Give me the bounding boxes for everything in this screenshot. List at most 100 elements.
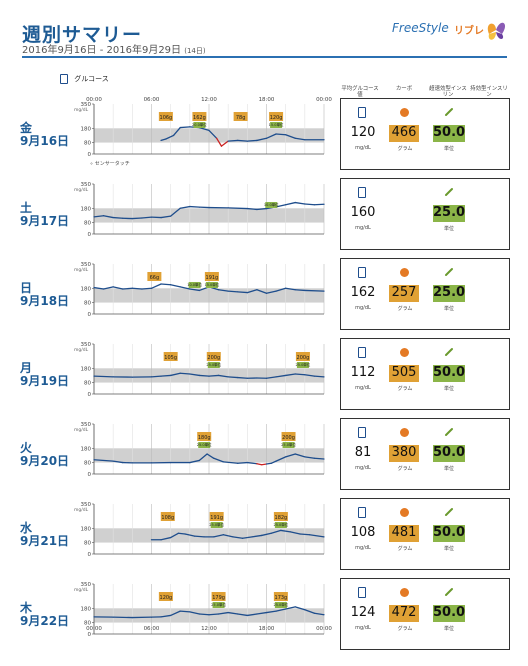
bottom-time-axis: 00:00 06:00 12:00 18:00 00:00 — [86, 626, 332, 632]
rapid-insulin-unit: 単位 — [443, 306, 454, 312]
y-tick-label: 350 — [81, 502, 92, 508]
y-unit-label: mg/dL — [74, 267, 89, 273]
glucose-line-segment — [160, 374, 172, 377]
insulin-marker — [198, 442, 211, 448]
carb-marker-label: 182g — [275, 515, 288, 521]
glucose-line-segment — [227, 376, 239, 379]
glucose-line-segment — [208, 129, 218, 139]
bottom-time-tick-label: 00:00 — [316, 626, 332, 632]
glucose-line-segment — [170, 610, 181, 617]
glucose-line-segment — [304, 456, 316, 459]
glucose-line-segment — [131, 287, 143, 290]
glucose-line-segment — [256, 137, 268, 142]
carb-marker-label: 108g — [161, 515, 174, 521]
insulin-marker-label: 25.0単位 — [211, 602, 226, 607]
meter-icon — [358, 507, 366, 518]
time-tick-label: 12:00 — [201, 97, 217, 103]
day-stats-box: 108 mg/dL 481 グラム 50.0 単位 — [340, 498, 510, 570]
glucose-line-segment — [184, 533, 196, 537]
glucose-line-segment — [285, 134, 296, 139]
butterfly-icon — [487, 22, 506, 40]
avg-glucose-value: 112 — [350, 365, 376, 380]
day-stats-box: 81 mg/dL 380 グラム 50.0 単位 — [340, 418, 510, 490]
glucose-line-segment — [150, 283, 162, 289]
y-tick-label: 80 — [84, 621, 91, 627]
day-stats-box: 162 mg/dL 257 グラム 25.0 単位 — [340, 258, 510, 330]
day-stats-box: 112 mg/dL 505 グラム 50.0 単位 — [340, 338, 510, 410]
glucose-line-segment — [141, 216, 153, 219]
carb-marker-label: 200g — [297, 355, 310, 361]
sensor-touch-note: ∘ センサータッチ — [90, 160, 130, 167]
glucose-line-segment — [251, 534, 263, 538]
insulin-marker — [296, 362, 309, 368]
insulin-pen-icon — [445, 588, 453, 596]
glucose-line-segment — [313, 612, 325, 616]
carb-unit: グラム — [397, 546, 413, 552]
insulin-marker — [205, 282, 218, 288]
glucose-line-segment — [93, 215, 105, 218]
insulin-marker-label: 20.0単位 — [192, 122, 207, 127]
insulin-marker-label: 15.0単位 — [269, 122, 284, 127]
y-tick-label: 80 — [84, 381, 91, 387]
avg-glucose-value: 120 — [350, 125, 376, 140]
apple-icon — [400, 508, 409, 517]
avg-glucose-value: 124 — [350, 605, 376, 620]
avg-glucose-unit: mg/dL — [355, 625, 371, 631]
carb-marker — [269, 112, 284, 121]
glucose-line-segment — [237, 291, 248, 294]
glucose-line-segment — [265, 462, 272, 465]
carb-marker-label: 66g — [150, 275, 160, 281]
day-date: 9月17日 — [20, 214, 70, 228]
day-weekday: 日 — [20, 281, 33, 295]
day-label: 火 9月20日 — [20, 442, 70, 468]
insulin-marker — [270, 122, 283, 128]
glucose-line-segment — [189, 373, 201, 377]
rapid-insulin-value: 50.0 — [433, 125, 466, 142]
y-tick-label: 0 — [88, 312, 92, 318]
day-date: 9月18日 — [20, 294, 70, 308]
apple-icon — [400, 268, 409, 277]
y-unit-label: mg/dL — [74, 187, 89, 193]
carb-marker-label: 105g — [164, 355, 177, 361]
glucose-line-segment — [289, 531, 301, 535]
avg-glucose-value: 81 — [354, 445, 372, 460]
y-tick-label: 180 — [81, 206, 92, 212]
glucose-line-segment — [160, 138, 167, 142]
carb-unit: グラム — [397, 466, 413, 472]
glucose-line-segment — [285, 453, 296, 458]
day-date: 9月19日 — [20, 374, 70, 388]
y-tick-label: 350 — [81, 262, 92, 268]
apple-icon — [400, 108, 409, 117]
glucose-line-segment — [198, 126, 210, 132]
glucose-line-segment — [208, 613, 220, 616]
glucose-line-segment — [313, 375, 325, 378]
glucose-line-segment — [102, 286, 114, 290]
y-unit-label: mg/dL — [74, 507, 89, 513]
rapid-insulin-unit: 単位 — [443, 146, 454, 152]
glucose-line-segment — [246, 207, 258, 211]
page-title: 週別サマリー — [22, 24, 143, 46]
avg-glucose-unit: mg/dL — [355, 225, 371, 231]
insulin-marker-label: 25.0単位 — [273, 522, 288, 527]
glucose-line-segment — [227, 207, 248, 210]
glucose-line-segment — [213, 457, 225, 463]
y-tick-label: 350 — [81, 582, 92, 588]
y-tick-label: 180 — [81, 526, 92, 532]
day-stats-box: 120 mg/dL 466 グラム 50.0 単位 — [340, 98, 510, 170]
bottom-time-tick-label: 06:00 — [144, 626, 160, 632]
insulin-marker — [282, 442, 295, 448]
glucose-line-segment — [93, 459, 114, 462]
carb-marker — [206, 352, 221, 361]
glucose-line-segment — [93, 286, 105, 290]
y-tick-label: 180 — [81, 446, 92, 452]
rapid-insulin-unit: 単位 — [443, 386, 454, 392]
meter-icon — [358, 587, 366, 598]
glucose-line-segment — [198, 613, 210, 616]
carb-marker — [158, 592, 173, 601]
apple-icon — [400, 428, 409, 437]
insulin-pen-icon — [445, 428, 453, 436]
glucose-line-segment — [179, 286, 191, 290]
day-stats-box: 124 mg/dL 472 グラム 50.0 単位 — [340, 578, 510, 650]
glucose-line-segment — [237, 139, 248, 142]
glucose-line-segment — [189, 611, 201, 615]
